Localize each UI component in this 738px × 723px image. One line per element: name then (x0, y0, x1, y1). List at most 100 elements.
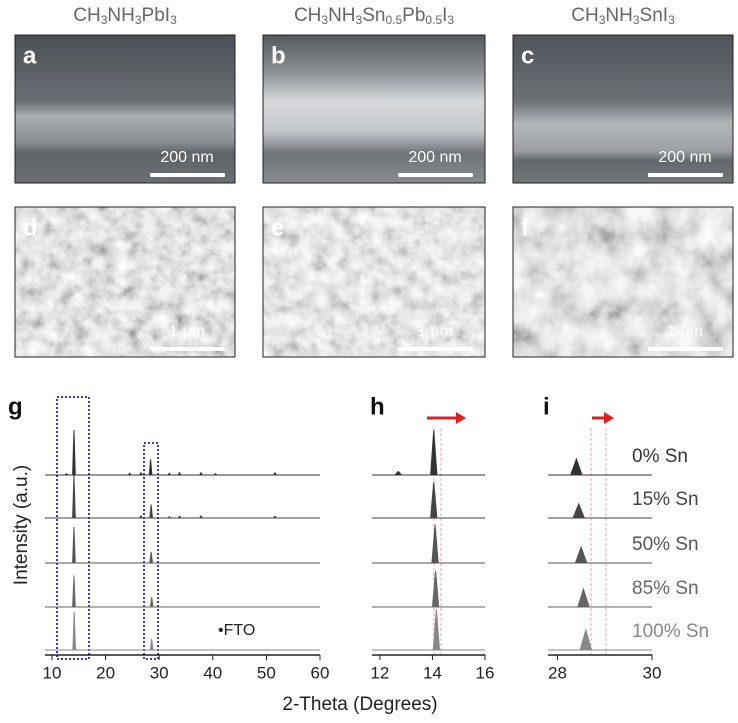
peak (430, 429, 438, 476)
peak (138, 471, 144, 476)
peak (149, 638, 154, 651)
panel-label: d (23, 214, 38, 241)
sem-image (513, 207, 733, 357)
subscript: 3 (135, 13, 142, 27)
subscript: 0.5 (385, 13, 402, 27)
sem-image (262, 34, 486, 184)
x-tick-label: 40 (203, 663, 222, 682)
peak (431, 570, 440, 608)
formula-part: CH (73, 5, 100, 26)
peak (431, 524, 439, 564)
sem-image (263, 207, 485, 357)
peak (177, 515, 182, 519)
sem-image (15, 207, 235, 357)
subscript: 3 (599, 13, 606, 27)
peak (72, 611, 77, 651)
sem-row-2 (14, 206, 734, 358)
peak (72, 475, 76, 519)
peak (569, 457, 583, 476)
scale-label: 1 μm (169, 323, 205, 340)
panel-label: i (543, 393, 550, 420)
panel-label: f (521, 214, 530, 241)
peak (577, 587, 590, 608)
formula-part: CH (571, 5, 598, 26)
x-tick-label: 14 (423, 663, 442, 682)
subscript: 3 (321, 13, 328, 27)
subscript: 0.5 (425, 13, 442, 27)
formula-part: PbI (142, 5, 171, 26)
x-tick-label: 50 (257, 663, 276, 682)
subscript: 3 (668, 13, 675, 27)
panel-label: g (8, 393, 23, 420)
peak (272, 515, 278, 519)
x-tick-label: 16 (476, 663, 495, 682)
panel-label: c (521, 42, 534, 69)
shift-arrow (456, 412, 466, 424)
scale-label: 1 μm (417, 323, 453, 340)
peak (166, 515, 172, 519)
frame (512, 206, 734, 358)
highlight-box (143, 442, 159, 660)
legend-label: 100% Sn (632, 621, 709, 642)
legend-label: 85% Sn (632, 578, 699, 599)
formula-part: CH (294, 5, 321, 26)
x-tick-label: 60 (311, 663, 330, 682)
formula-part: I (442, 5, 447, 26)
peak (198, 514, 204, 519)
scale-label: 200 nm (658, 149, 711, 166)
formula-part: SnI (640, 5, 669, 26)
peak (212, 472, 219, 476)
scale-label: 200 nm (160, 149, 213, 166)
highlight-box (56, 396, 90, 660)
peak (579, 628, 593, 651)
peak (72, 575, 76, 608)
legend-label: 0% Sn (632, 446, 688, 467)
peak (148, 459, 153, 476)
highlights (56, 396, 614, 660)
peak (272, 471, 278, 476)
shift-arrow (604, 412, 614, 424)
x-tick-label: 30 (643, 663, 662, 682)
peak (167, 472, 172, 476)
x-tick-label: 20 (96, 663, 115, 682)
x-tick-label: 12 (370, 663, 389, 682)
x-tick-label: 30 (150, 663, 169, 682)
peak (72, 526, 76, 564)
column-title: CH3NH3PbI3 (73, 5, 177, 27)
scale-label: 200 nm (408, 149, 461, 166)
peak (72, 429, 76, 476)
x-tick-label: 10 (43, 663, 62, 682)
peak (430, 481, 438, 519)
panel-label: a (23, 42, 37, 69)
panel-label: e (271, 214, 284, 241)
formula-part: NH (107, 5, 134, 26)
column-title: CH3NH3SnI3 (571, 5, 675, 27)
peak (394, 470, 403, 476)
subscript: 3 (447, 13, 454, 27)
subscript: 3 (356, 13, 363, 27)
peak (572, 502, 586, 519)
peak (149, 597, 154, 608)
annotation: •FTO (218, 622, 255, 639)
subscript: 3 (170, 13, 177, 27)
peak (432, 609, 441, 651)
y-axis-label: Intensity (a.u.) (11, 465, 32, 585)
legend-label: 15% Sn (632, 489, 699, 510)
peak (127, 472, 133, 476)
x-axis-label: 2-Theta (Degrees) (282, 694, 437, 715)
subscript: 3 (101, 13, 108, 27)
peak (177, 471, 182, 476)
formula-part: Sn (362, 5, 385, 26)
frame (14, 206, 236, 358)
frame (262, 206, 486, 358)
legend-label: 50% Sn (632, 534, 699, 555)
x-tick-label: 28 (548, 663, 567, 682)
panel-label: b (271, 42, 286, 69)
peak (149, 551, 154, 564)
sem-image (512, 34, 734, 184)
panel-label: h (370, 393, 385, 420)
peak (198, 471, 204, 476)
peak (574, 545, 588, 564)
formula-part: Pb (402, 5, 425, 26)
